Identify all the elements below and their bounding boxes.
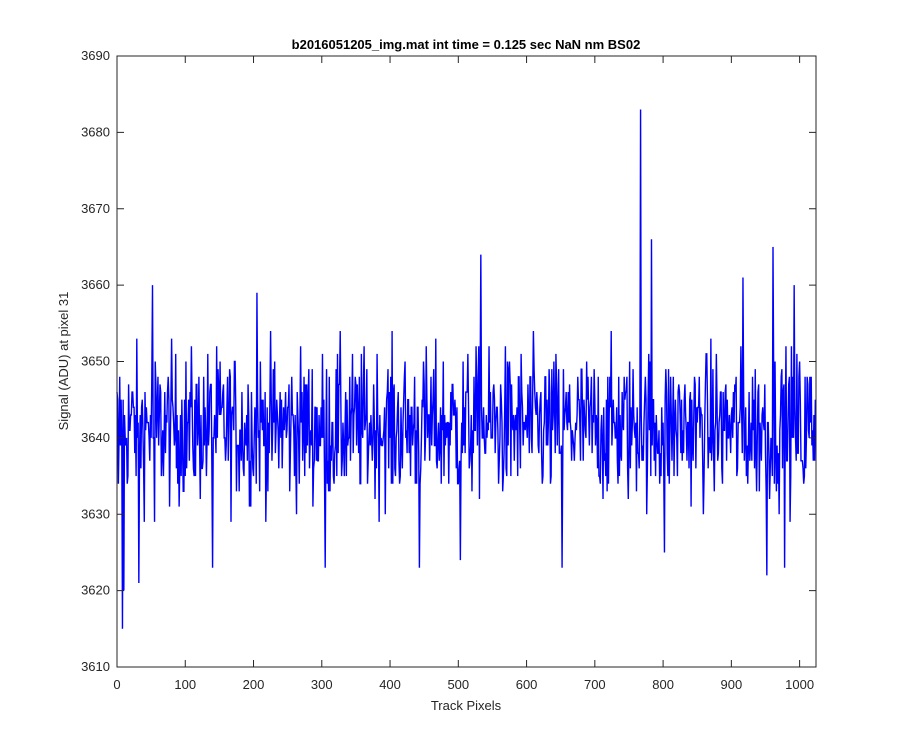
x-tick-label: 500 (447, 677, 469, 692)
x-tick-label: 1000 (785, 677, 814, 692)
y-tick-label: 3660 (81, 277, 110, 292)
y-tick-label: 3640 (81, 430, 110, 445)
x-axis-label: Track Pixels (431, 698, 502, 713)
y-tick-label: 3650 (81, 354, 110, 369)
plot-area (117, 56, 816, 667)
x-ticks: 0 100 200 300 400 500 600 700 800 900 1000 (113, 56, 814, 692)
y-tick-label: 3620 (81, 583, 110, 598)
x-tick-label: 400 (379, 677, 401, 692)
x-tick-label: 100 (174, 677, 196, 692)
x-tick-label: 300 (311, 677, 333, 692)
y-ticks: 3610 3620 3630 3640 3650 3660 3670 3680 3690 (81, 48, 816, 674)
x-tick-label: 700 (584, 677, 606, 692)
x-tick-label: 900 (721, 677, 743, 692)
y-axis-label: Signal (ADU) at pixel 31 (56, 292, 71, 431)
y-tick-label: 3670 (81, 201, 110, 216)
chart-title: b2016051205_img.mat int time = 0.125 sec… (292, 37, 641, 52)
y-tick-label: 3610 (81, 659, 110, 674)
x-tick-label: 600 (516, 677, 538, 692)
series-line (116, 109, 817, 629)
x-tick-label: 200 (243, 677, 265, 692)
x-tick-label: 0 (113, 677, 120, 692)
y-tick-label: 3690 (81, 48, 110, 63)
y-tick-label: 3680 (81, 124, 110, 139)
x-tick-label: 800 (652, 677, 674, 692)
series-layer (116, 109, 817, 629)
y-tick-label: 3630 (81, 506, 110, 521)
